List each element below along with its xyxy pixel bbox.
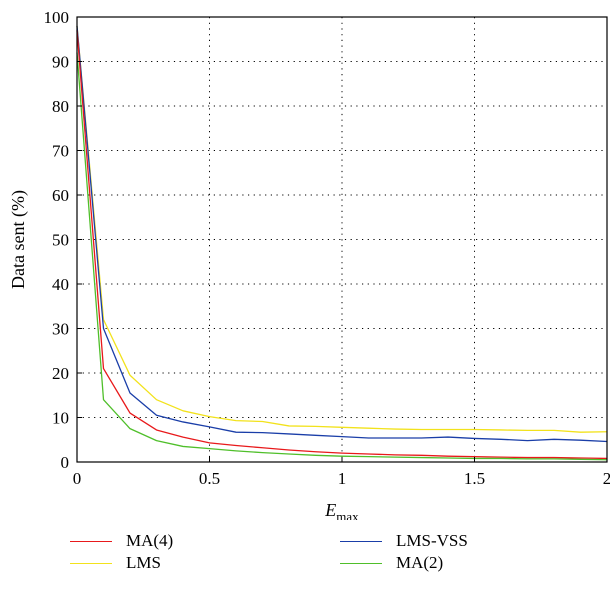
x-axis-label-main: E: [324, 500, 336, 520]
legend-item-lms: LMS: [70, 552, 161, 574]
legend-label-lms: LMS: [126, 553, 161, 572]
y-tick-label: 70: [52, 142, 69, 161]
x-tick-label: 0: [73, 469, 82, 488]
series-line-lms: [76, 25, 608, 433]
series-group: [76, 25, 608, 461]
series-line-ma-2: [76, 52, 608, 461]
legend-swatch-lms-vss: [340, 540, 382, 542]
x-axis-label-sub: max: [336, 509, 359, 520]
grid-lines: [77, 17, 607, 462]
y-tick-label: 90: [52, 53, 69, 72]
series-line-lms-vss: [76, 25, 608, 443]
legend-swatch-lms: [70, 562, 112, 564]
x-tick-label: 1.5: [464, 469, 485, 488]
series-line-ma-4: [76, 30, 608, 460]
y-axis-label: Data sent (%): [8, 190, 29, 289]
y-tick-label: 20: [52, 364, 69, 383]
legend-item-lms-vss: LMS-VSS: [340, 530, 468, 552]
legend: MA(4) LMS-VSS LMS MA(2): [70, 528, 590, 588]
legend-item-ma4: MA(4): [70, 530, 173, 552]
legend-label-ma2: MA(2): [396, 553, 444, 572]
x-axis-label: Emax: [324, 500, 359, 520]
y-tick-label: 60: [52, 186, 69, 205]
y-tick-label: 50: [52, 231, 69, 250]
y-tick-label: 80: [52, 97, 69, 116]
legend-swatch-ma4: [70, 540, 112, 542]
legend-label-ma4: MA(4): [126, 531, 174, 550]
x-tick-label: 1: [338, 469, 347, 488]
y-tick-label: 30: [52, 320, 69, 339]
y-tick-label: 10: [52, 409, 69, 428]
legend-item-ma2: MA(2): [340, 552, 443, 574]
y-tick-label: 0: [61, 453, 70, 472]
x-tick-label: 0.5: [199, 469, 220, 488]
y-tick-label: 40: [52, 275, 69, 294]
legend-label-lms-vss: LMS-VSS: [396, 531, 468, 550]
x-tick-label: 2: [603, 469, 610, 488]
legend-swatch-ma2: [340, 562, 382, 564]
y-tick-label: 100: [44, 8, 70, 27]
